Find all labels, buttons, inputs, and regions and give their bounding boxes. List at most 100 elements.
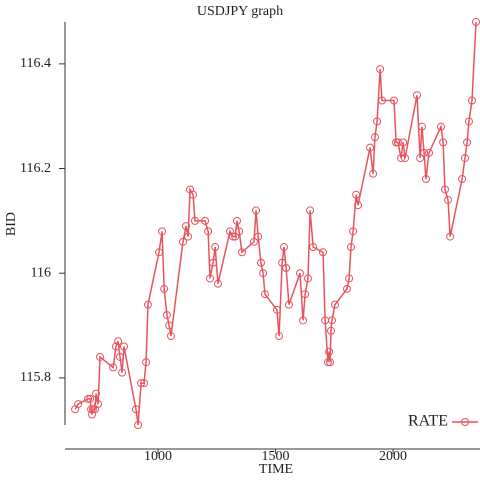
point — [397, 154, 406, 163]
point — [366, 143, 375, 152]
point — [211, 243, 220, 252]
point — [280, 243, 289, 252]
point — [233, 216, 242, 225]
point — [229, 232, 238, 241]
point — [463, 138, 472, 147]
x-tick-label: 1000 — [144, 449, 172, 464]
point — [94, 400, 103, 409]
point — [421, 175, 430, 184]
point — [439, 138, 448, 147]
y-axis-label: BID — [4, 212, 19, 236]
point — [204, 227, 213, 236]
point — [114, 337, 123, 346]
point — [109, 363, 118, 372]
point — [131, 405, 140, 414]
point — [84, 394, 93, 403]
point — [182, 222, 191, 231]
point — [460, 154, 469, 163]
point — [389, 96, 398, 105]
point — [137, 379, 146, 388]
point — [74, 400, 83, 409]
point — [272, 305, 281, 314]
point — [88, 405, 97, 414]
point — [190, 216, 199, 225]
point — [299, 316, 308, 325]
point — [393, 138, 402, 147]
point — [326, 358, 335, 367]
point — [282, 263, 291, 272]
point — [209, 258, 218, 267]
point — [399, 138, 408, 147]
point — [160, 284, 169, 293]
point — [373, 117, 382, 126]
point — [96, 352, 105, 361]
point — [376, 65, 385, 74]
point — [425, 148, 434, 157]
point — [235, 227, 244, 236]
point — [213, 279, 222, 288]
point — [345, 274, 354, 283]
point — [143, 300, 152, 309]
point — [249, 237, 258, 246]
point — [134, 421, 143, 429]
point — [327, 316, 336, 325]
point — [303, 274, 312, 283]
legend-label: RATE — [408, 413, 448, 430]
point — [205, 274, 214, 283]
point — [92, 389, 101, 398]
point — [284, 300, 293, 309]
point — [446, 232, 455, 241]
point — [323, 358, 332, 367]
point — [306, 206, 315, 215]
x-tick-label: 2000 — [379, 449, 407, 464]
point — [162, 311, 171, 320]
point — [331, 300, 340, 309]
y-tick-label: 116.4 — [20, 56, 51, 71]
point — [275, 332, 284, 341]
point — [346, 243, 355, 252]
x-axis-label: TIME — [259, 462, 293, 477]
point — [139, 379, 148, 388]
point — [468, 96, 477, 105]
point — [378, 96, 387, 105]
point — [154, 248, 163, 257]
point — [260, 290, 269, 299]
point — [352, 190, 361, 199]
point — [111, 342, 120, 351]
point — [349, 227, 358, 236]
point — [119, 342, 128, 351]
point — [142, 358, 151, 367]
point — [178, 237, 187, 246]
x-tick-label: 1500 — [262, 449, 290, 464]
point — [309, 243, 318, 252]
line — [74, 21, 477, 426]
point — [118, 368, 127, 377]
point — [231, 232, 240, 241]
point — [319, 248, 328, 257]
point — [370, 133, 379, 142]
point — [458, 175, 467, 184]
point — [165, 321, 174, 330]
point — [301, 290, 310, 299]
point — [354, 201, 363, 210]
point — [259, 269, 268, 278]
point — [342, 284, 351, 293]
point — [237, 248, 246, 257]
point — [327, 326, 336, 335]
point — [201, 216, 210, 225]
point — [252, 206, 261, 215]
y-tick-label: 116 — [31, 265, 51, 280]
point — [256, 258, 265, 267]
y-tick-label: 115.8 — [20, 370, 51, 385]
point — [86, 394, 95, 403]
y-tick-label: 116.2 — [20, 161, 51, 176]
point — [295, 269, 304, 278]
point — [166, 332, 175, 341]
point — [158, 227, 167, 236]
point — [254, 232, 263, 241]
point — [444, 195, 453, 204]
point — [115, 352, 124, 361]
point — [416, 154, 425, 163]
point — [184, 232, 193, 241]
